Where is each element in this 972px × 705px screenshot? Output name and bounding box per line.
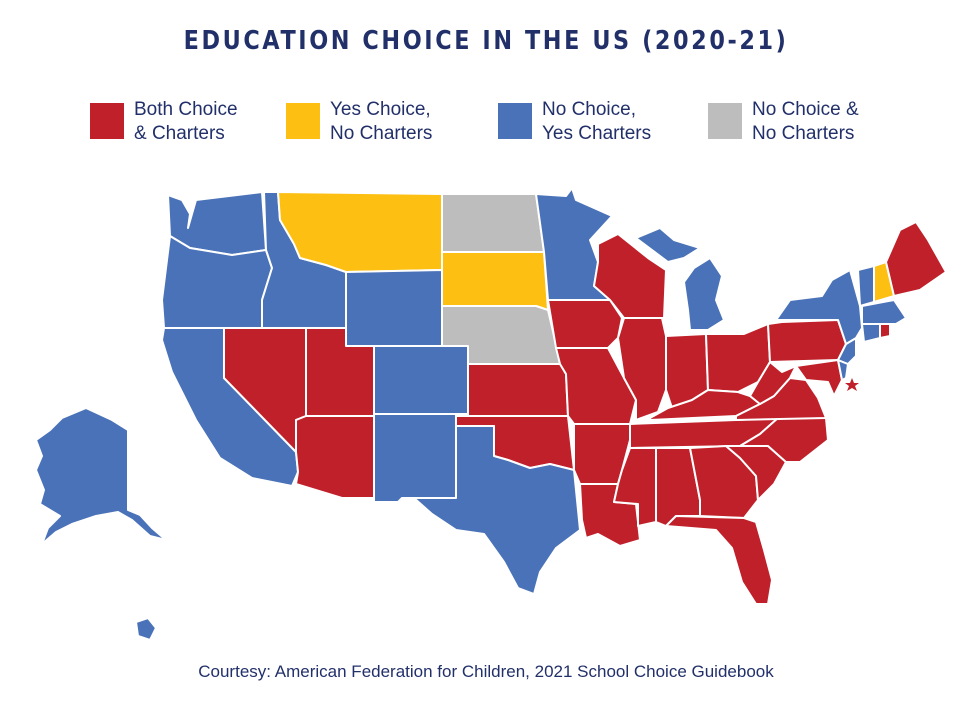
state-vermont [857, 265, 875, 307]
state-rhode-island [879, 323, 891, 339]
state-florida [665, 515, 773, 605]
legend-swatch-choice-only [286, 103, 320, 139]
state-massachusetts [861, 299, 907, 325]
legend-swatch-charters-only [498, 103, 532, 139]
state-kentucky [649, 389, 761, 421]
us-map [35, 187, 947, 640]
legend-label-choice-only: Yes Choice, No Charters [330, 99, 433, 144]
state-new-mexico [373, 413, 457, 503]
state-north-dakota [441, 193, 545, 253]
state-illinois [617, 317, 667, 421]
state-wyoming [345, 269, 443, 347]
map-title: EDUCATION CHOICE IN THE US (2020-21) [183, 26, 789, 56]
state-maine [885, 221, 947, 297]
marker-dc-star [845, 378, 859, 391]
source-credit: Courtesy: American Federation for Childr… [198, 662, 774, 681]
state-texas [413, 425, 581, 595]
state-connecticut [861, 323, 881, 343]
legend-label-neither: No Choice & No Charters [752, 99, 859, 144]
state-minnesota [535, 187, 613, 301]
legend-swatch-neither [708, 103, 742, 139]
state-michigan [635, 227, 725, 331]
state-iowa [547, 299, 623, 349]
state-colorado [373, 345, 469, 415]
legend-swatch-both [90, 103, 124, 139]
state-hawaii [135, 617, 157, 640]
state-alaska [35, 407, 167, 545]
state-pennsylvania [767, 319, 847, 363]
legend: Both Choice & Charters Yes Choice, No Ch… [0, 98, 972, 148]
legend-label-both: Both Choice & Charters [134, 99, 238, 144]
state-arizona [295, 415, 375, 499]
legend-label-charters-only: No Choice, Yes Charters [542, 99, 652, 144]
state-north-carolina [739, 417, 829, 463]
state-kansas [467, 363, 569, 417]
state-south-dakota [441, 251, 549, 311]
